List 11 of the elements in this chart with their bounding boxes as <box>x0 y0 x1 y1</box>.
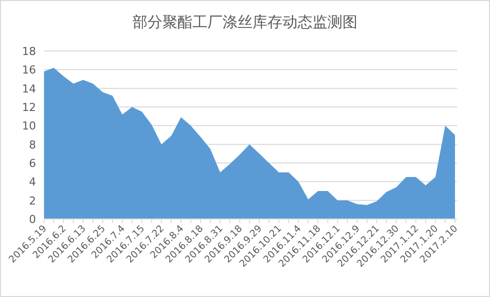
y-tick-label: 12 <box>22 101 36 114</box>
y-tick-label: 0 <box>29 213 36 226</box>
y-tick-label: 18 <box>22 45 36 58</box>
y-tick-label: 14 <box>22 82 36 96</box>
y-tick-label: 2 <box>29 194 36 208</box>
y-tick-label: 16 <box>22 64 36 77</box>
y-tick-label: 10 <box>22 120 36 133</box>
y-tick-label: 6 <box>29 157 36 170</box>
chart-title: 部分聚酯工厂涤丝库存动态监测图 <box>132 13 358 31</box>
y-tick-label: 8 <box>29 138 36 152</box>
y-tick-label: 4 <box>29 176 36 189</box>
